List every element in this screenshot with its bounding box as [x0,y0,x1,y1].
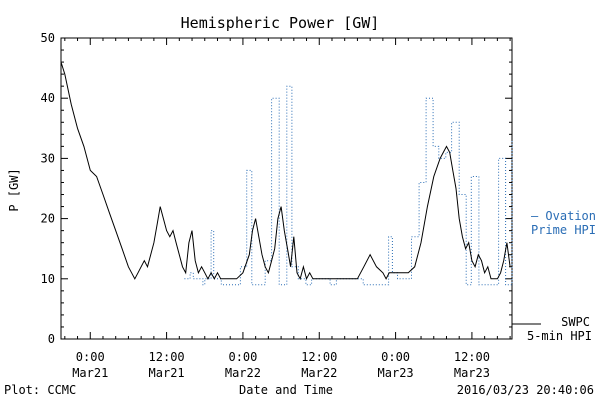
legend-swpc-line1: SWPC [561,315,590,329]
x-axis-label: Date and Time [239,383,333,397]
y-tick-label: 50 [41,31,55,45]
legend-ovation-line2: Prime HPI [531,223,596,237]
x-tick-time-label: 0:00 [76,350,105,364]
y-tick-label: 20 [41,212,55,226]
y-tick-label: 10 [41,272,55,286]
x-tick-time-label: 0:00 [381,350,410,364]
legend-swpc-line2: 5-min HPI [527,329,592,343]
plot-timestamp: 2016/03/23 20:40:06 [457,383,594,397]
x-tick-date-label: Mar21 [149,366,185,380]
series-ovation-prime-line [184,85,513,286]
x-tick-date-label: Mar23 [454,366,490,380]
y-tick-label: 40 [41,91,55,105]
plot-credit: Plot: CCMC [4,383,76,397]
x-tick-time-label: 12:00 [301,350,337,364]
series-layer [60,61,513,286]
chart-title: Hemispheric Power [GW] [181,14,380,32]
y-tick-label: 30 [41,151,55,165]
x-axis-ticks: 0:00 Mar21 12:00 Mar21 0:00 Mar22 12:00 Mar22 0:… [64,38,511,380]
plot-frame [60,37,513,340]
y-tick-label: 0 [48,332,55,346]
x-tick-date-label: Mar22 [301,366,337,380]
x-tick-time-label: 12:00 [149,350,185,364]
legend: — Ovation Prime HPI SWPC 5-min HPI [512,209,596,343]
plot-border [60,37,513,340]
x-tick-date-label: Mar23 [378,366,414,380]
legend-ovation-line1: — Ovation [531,209,596,223]
y-axis-label: P [GW] [7,168,21,211]
x-tick-time-label: 0:00 [228,350,257,364]
x-tick-time-label: 12:00 [454,350,490,364]
y-axis-ticks: 0 10 20 30 40 50 [41,31,512,346]
series-swpc-line [60,61,511,281]
x-tick-date-label: Mar21 [72,366,108,380]
x-tick-date-label: Mar22 [225,366,261,380]
